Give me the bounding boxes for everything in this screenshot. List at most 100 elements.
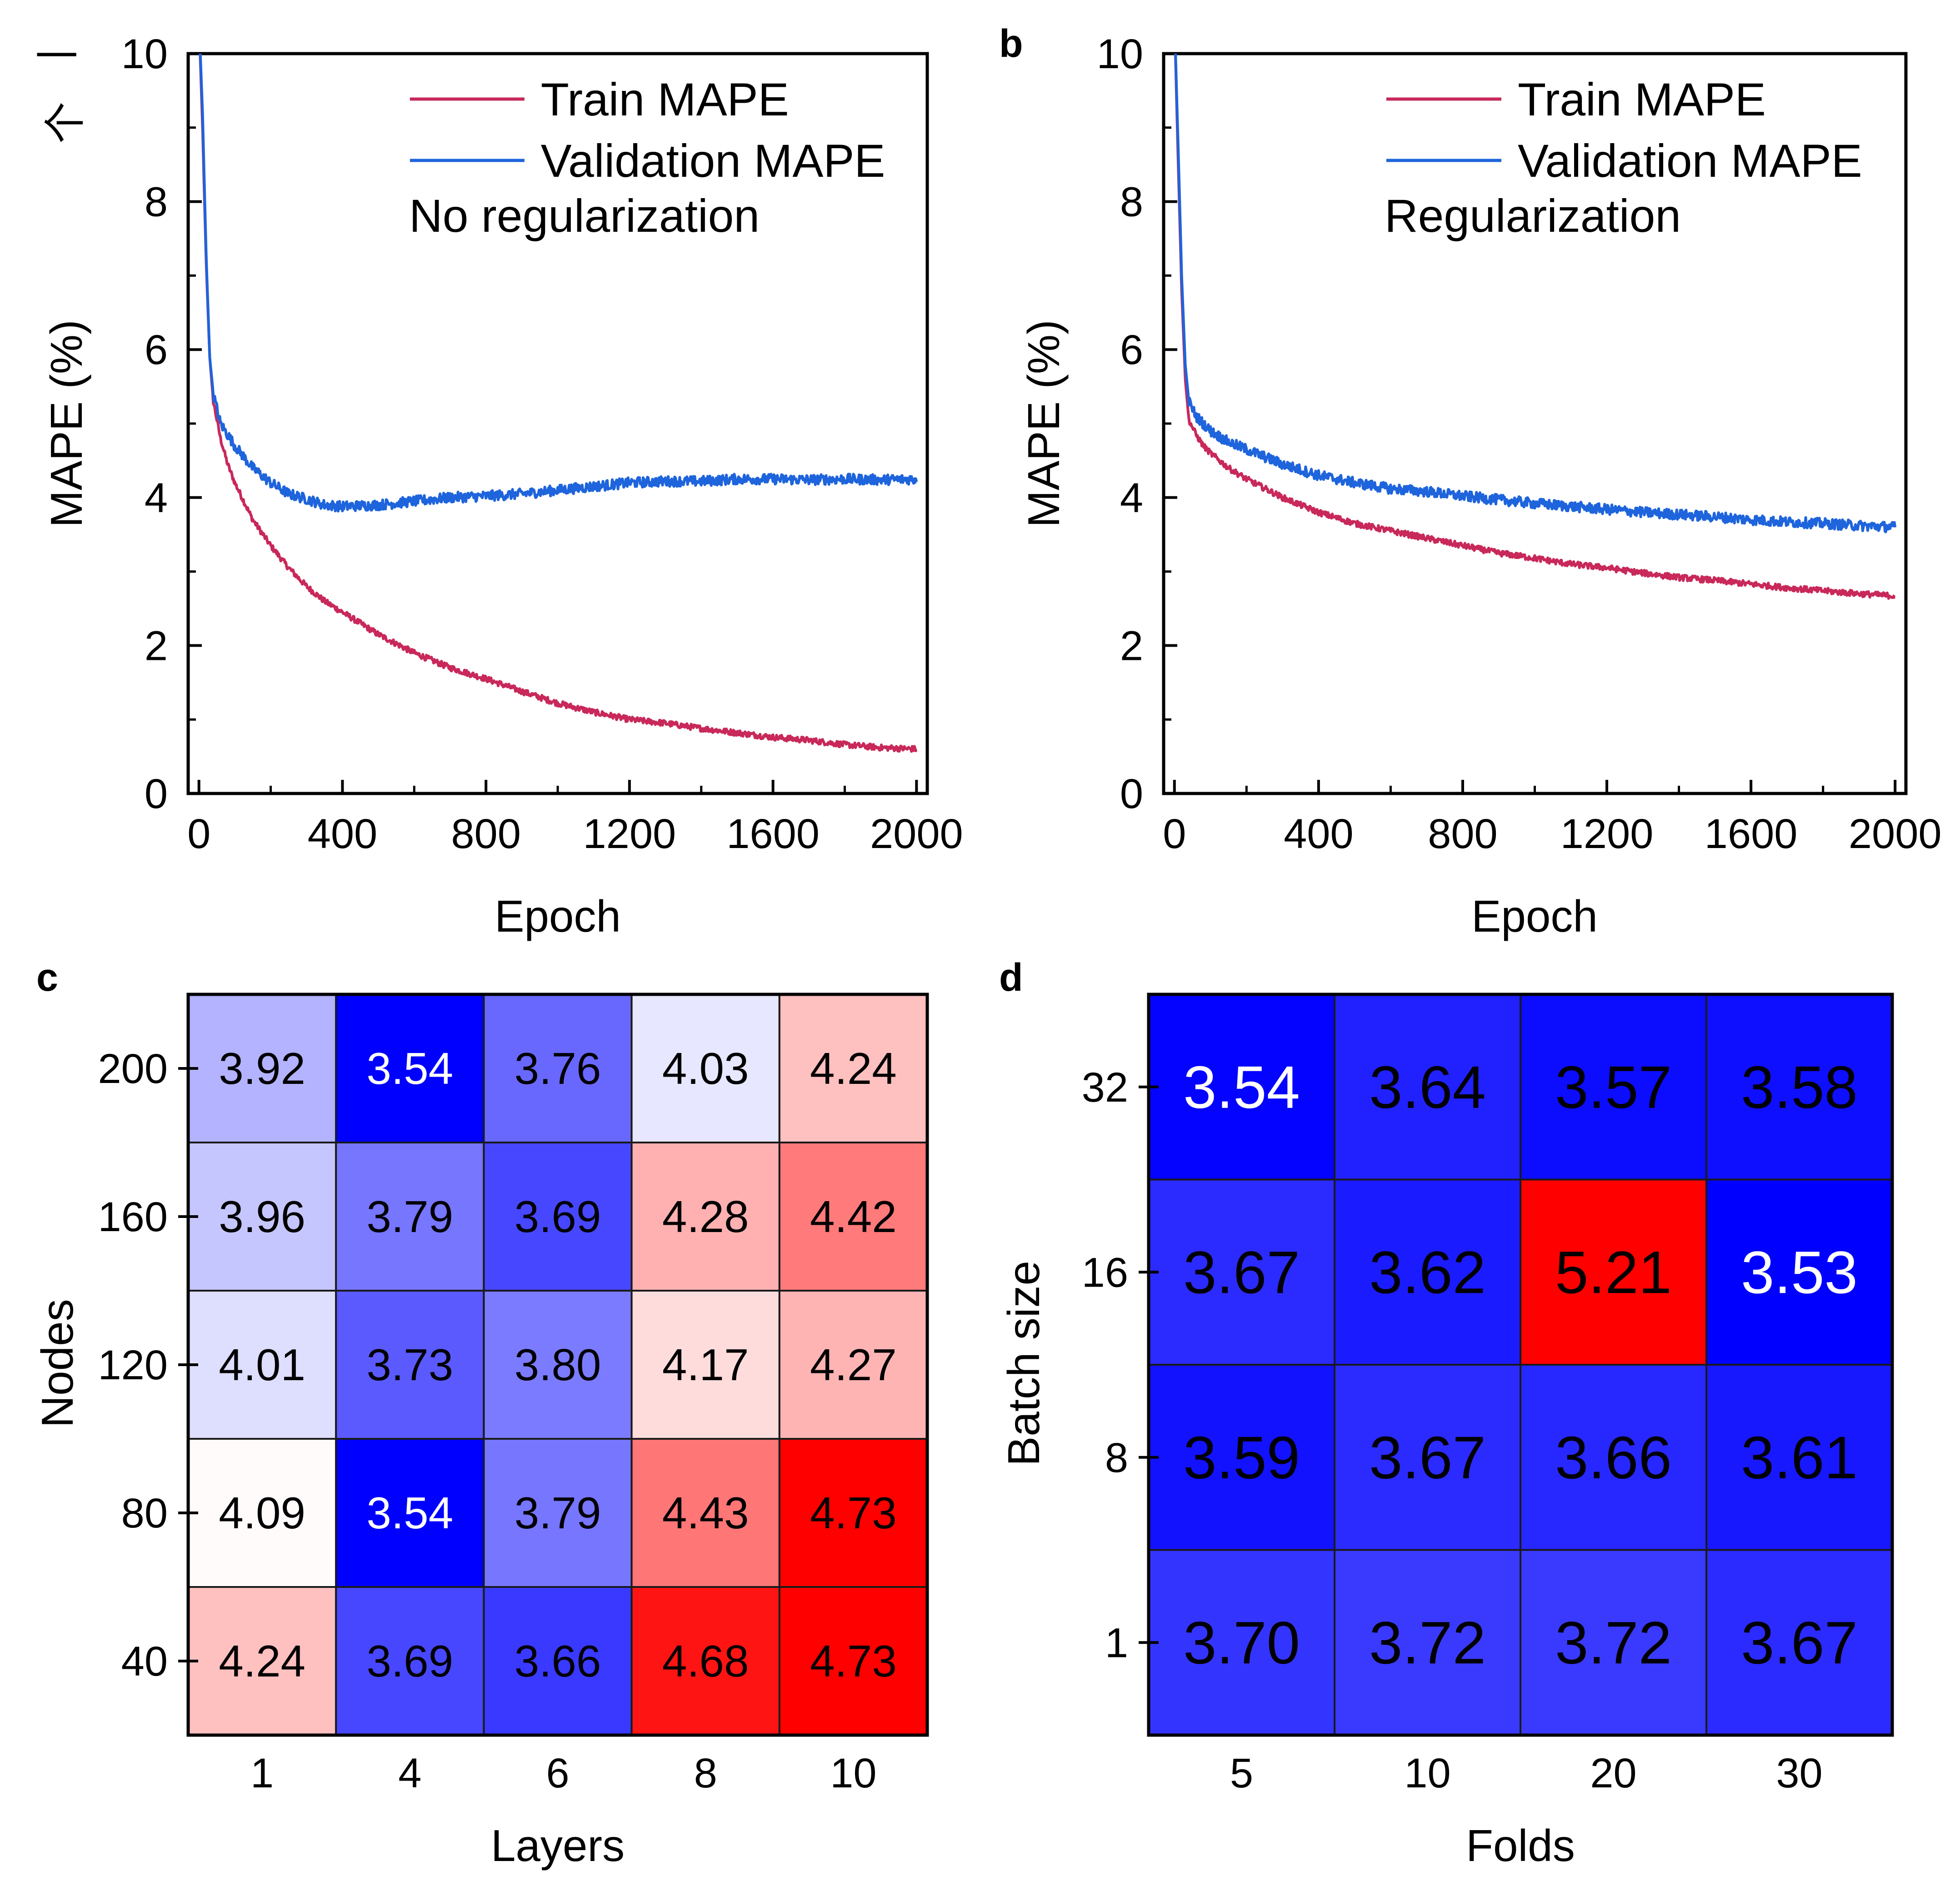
panel-c-label: c [36, 956, 58, 999]
a-xtick-label: 400 [308, 811, 378, 857]
c-xtick-label: 1 [250, 1750, 274, 1796]
panel-b-xlabel: Epoch [1471, 891, 1598, 941]
b-xtick-label: 800 [1428, 811, 1498, 857]
d-ytick-label: 16 [1082, 1249, 1128, 1296]
d-cell-value: 3.57 [1555, 1054, 1672, 1121]
panel-a-annotation: No regularization [409, 190, 760, 242]
c-cell [335, 1438, 485, 1588]
panel-c-heatmap: c 3.92 3.54 3.76 4.03 4.24 3.96 3.79 3.69 4.28 4.… [32, 956, 929, 1871]
a-series-validation-line [199, 54, 918, 513]
panel-b-label: b [999, 22, 1023, 65]
c-cell-value: 4.28 [662, 1192, 749, 1242]
c-cell-value: 4.24 [810, 1043, 897, 1093]
b-series-train-line [1174, 54, 1896, 600]
d-cell-value: 3.62 [1369, 1239, 1486, 1306]
c-xtick-label: 10 [830, 1750, 876, 1796]
b-ytick-label: 4 [1120, 475, 1143, 521]
d-cell-value: 3.53 [1741, 1239, 1858, 1306]
d-xtick-label: 5 [1230, 1750, 1253, 1796]
b-ytick-label: 6 [1120, 327, 1143, 373]
c-ytick-label: 40 [121, 1638, 168, 1685]
d-ytick-label: 8 [1105, 1435, 1128, 1481]
panel-d-ylabel: Batch size [999, 1261, 1049, 1466]
c-cell [187, 1586, 337, 1736]
c-ytick-label: 80 [121, 1490, 168, 1537]
panel-a-xlabel: Epoch [495, 891, 621, 941]
c-cell [778, 1438, 929, 1588]
panel-d-heatmap: d 3.54 3.64 3.57 3.58 3.67 3.62 5.21 3.53 3.59 3.… [999, 956, 1894, 1871]
a-legend-label-validation: Validation MAPE [541, 135, 885, 187]
c-cell-value: 3.66 [515, 1636, 601, 1686]
c-cell [483, 993, 633, 1143]
d-cell [1334, 1549, 1521, 1736]
panel-c-ylabel: Nodes [32, 1299, 82, 1427]
c-cell-value: 4.43 [662, 1488, 749, 1538]
panel-d-label: d [999, 956, 1023, 999]
c-cell-value: 3.73 [366, 1340, 453, 1390]
d-cell [1705, 1178, 1893, 1366]
c-xtick-label: 8 [694, 1750, 717, 1796]
c-cell-value: 3.69 [366, 1636, 453, 1686]
panel-d-xlabel: Folds [1466, 1821, 1575, 1871]
panel-d-plot-frame [1147, 993, 1894, 1737]
c-ytick-label: 200 [98, 1046, 168, 1092]
c-cell-value: 4.73 [810, 1488, 897, 1538]
c-cell-value: 4.68 [662, 1636, 749, 1686]
c-cell-value: 3.54 [366, 1043, 453, 1093]
a-xtick-label: 2000 [870, 811, 963, 857]
d-cell-value: 3.64 [1369, 1054, 1486, 1121]
c-cell-value: 4.24 [219, 1636, 305, 1686]
corner-mark-glyph: 个 [42, 102, 89, 144]
a-xtick-label: 0 [187, 811, 210, 857]
c-cell-value: 3.54 [366, 1488, 453, 1538]
c-cell [778, 1290, 929, 1440]
d-cell-value: 5.21 [1555, 1239, 1672, 1306]
a-ytick-label: 0 [145, 771, 168, 817]
a-ytick-label: 10 [121, 31, 168, 77]
c-cell-value: 4.01 [219, 1340, 305, 1390]
b-series-validation-line [1174, 54, 1897, 534]
panel-b-ylabel: MAPE (%) [1019, 319, 1069, 527]
d-cell [1520, 1178, 1707, 1366]
b-legend-label-validation: Validation MAPE [1518, 135, 1862, 187]
b-ytick-label: 8 [1120, 179, 1143, 225]
c-cell-value: 3.80 [515, 1340, 601, 1390]
d-cell-value: 3.70 [1183, 1609, 1300, 1676]
d-cell-value: 3.67 [1369, 1424, 1486, 1491]
a-ytick-label: 8 [145, 179, 168, 225]
c-cell [483, 1438, 633, 1588]
c-cell [630, 1290, 780, 1440]
panel-a-ylabel: MAPE (%) [41, 319, 91, 527]
c-cell [778, 1142, 929, 1292]
d-cell [1520, 1549, 1707, 1736]
d-cell [1520, 993, 1707, 1181]
d-cell [1334, 993, 1521, 1181]
d-cell [1705, 993, 1893, 1181]
c-cell-value: 4.73 [810, 1636, 897, 1686]
d-cell-value: 3.72 [1369, 1609, 1486, 1676]
a-xtick-label: 800 [451, 811, 521, 857]
c-cell-value: 3.79 [366, 1192, 453, 1242]
b-ytick-label: 2 [1120, 623, 1143, 669]
c-cell-value: 3.79 [515, 1488, 601, 1538]
a-xtick-label: 1600 [726, 811, 820, 857]
c-cell [483, 1290, 633, 1440]
d-cell [1520, 1364, 1707, 1551]
c-cell-value: 4.42 [810, 1192, 897, 1242]
d-cell-value: 3.58 [1741, 1054, 1858, 1121]
d-xtick-label: 10 [1404, 1750, 1450, 1796]
b-xtick-label: 0 [1163, 811, 1186, 857]
a-legend-label-train: Train MAPE [541, 74, 789, 125]
a-series-train-line [199, 54, 918, 753]
panel-c-xlabel: Layers [491, 1821, 625, 1871]
d-cell [1334, 1364, 1521, 1551]
c-cell-value: 4.09 [219, 1488, 305, 1538]
d-cell-value: 3.67 [1183, 1239, 1300, 1306]
d-cell-value: 3.66 [1555, 1424, 1672, 1491]
c-cell-value: 4.03 [662, 1043, 749, 1093]
c-cell-value: 4.27 [810, 1340, 897, 1390]
d-cell [1148, 993, 1335, 1181]
d-xtick-label: 30 [1776, 1750, 1822, 1796]
c-cell [630, 1586, 780, 1736]
